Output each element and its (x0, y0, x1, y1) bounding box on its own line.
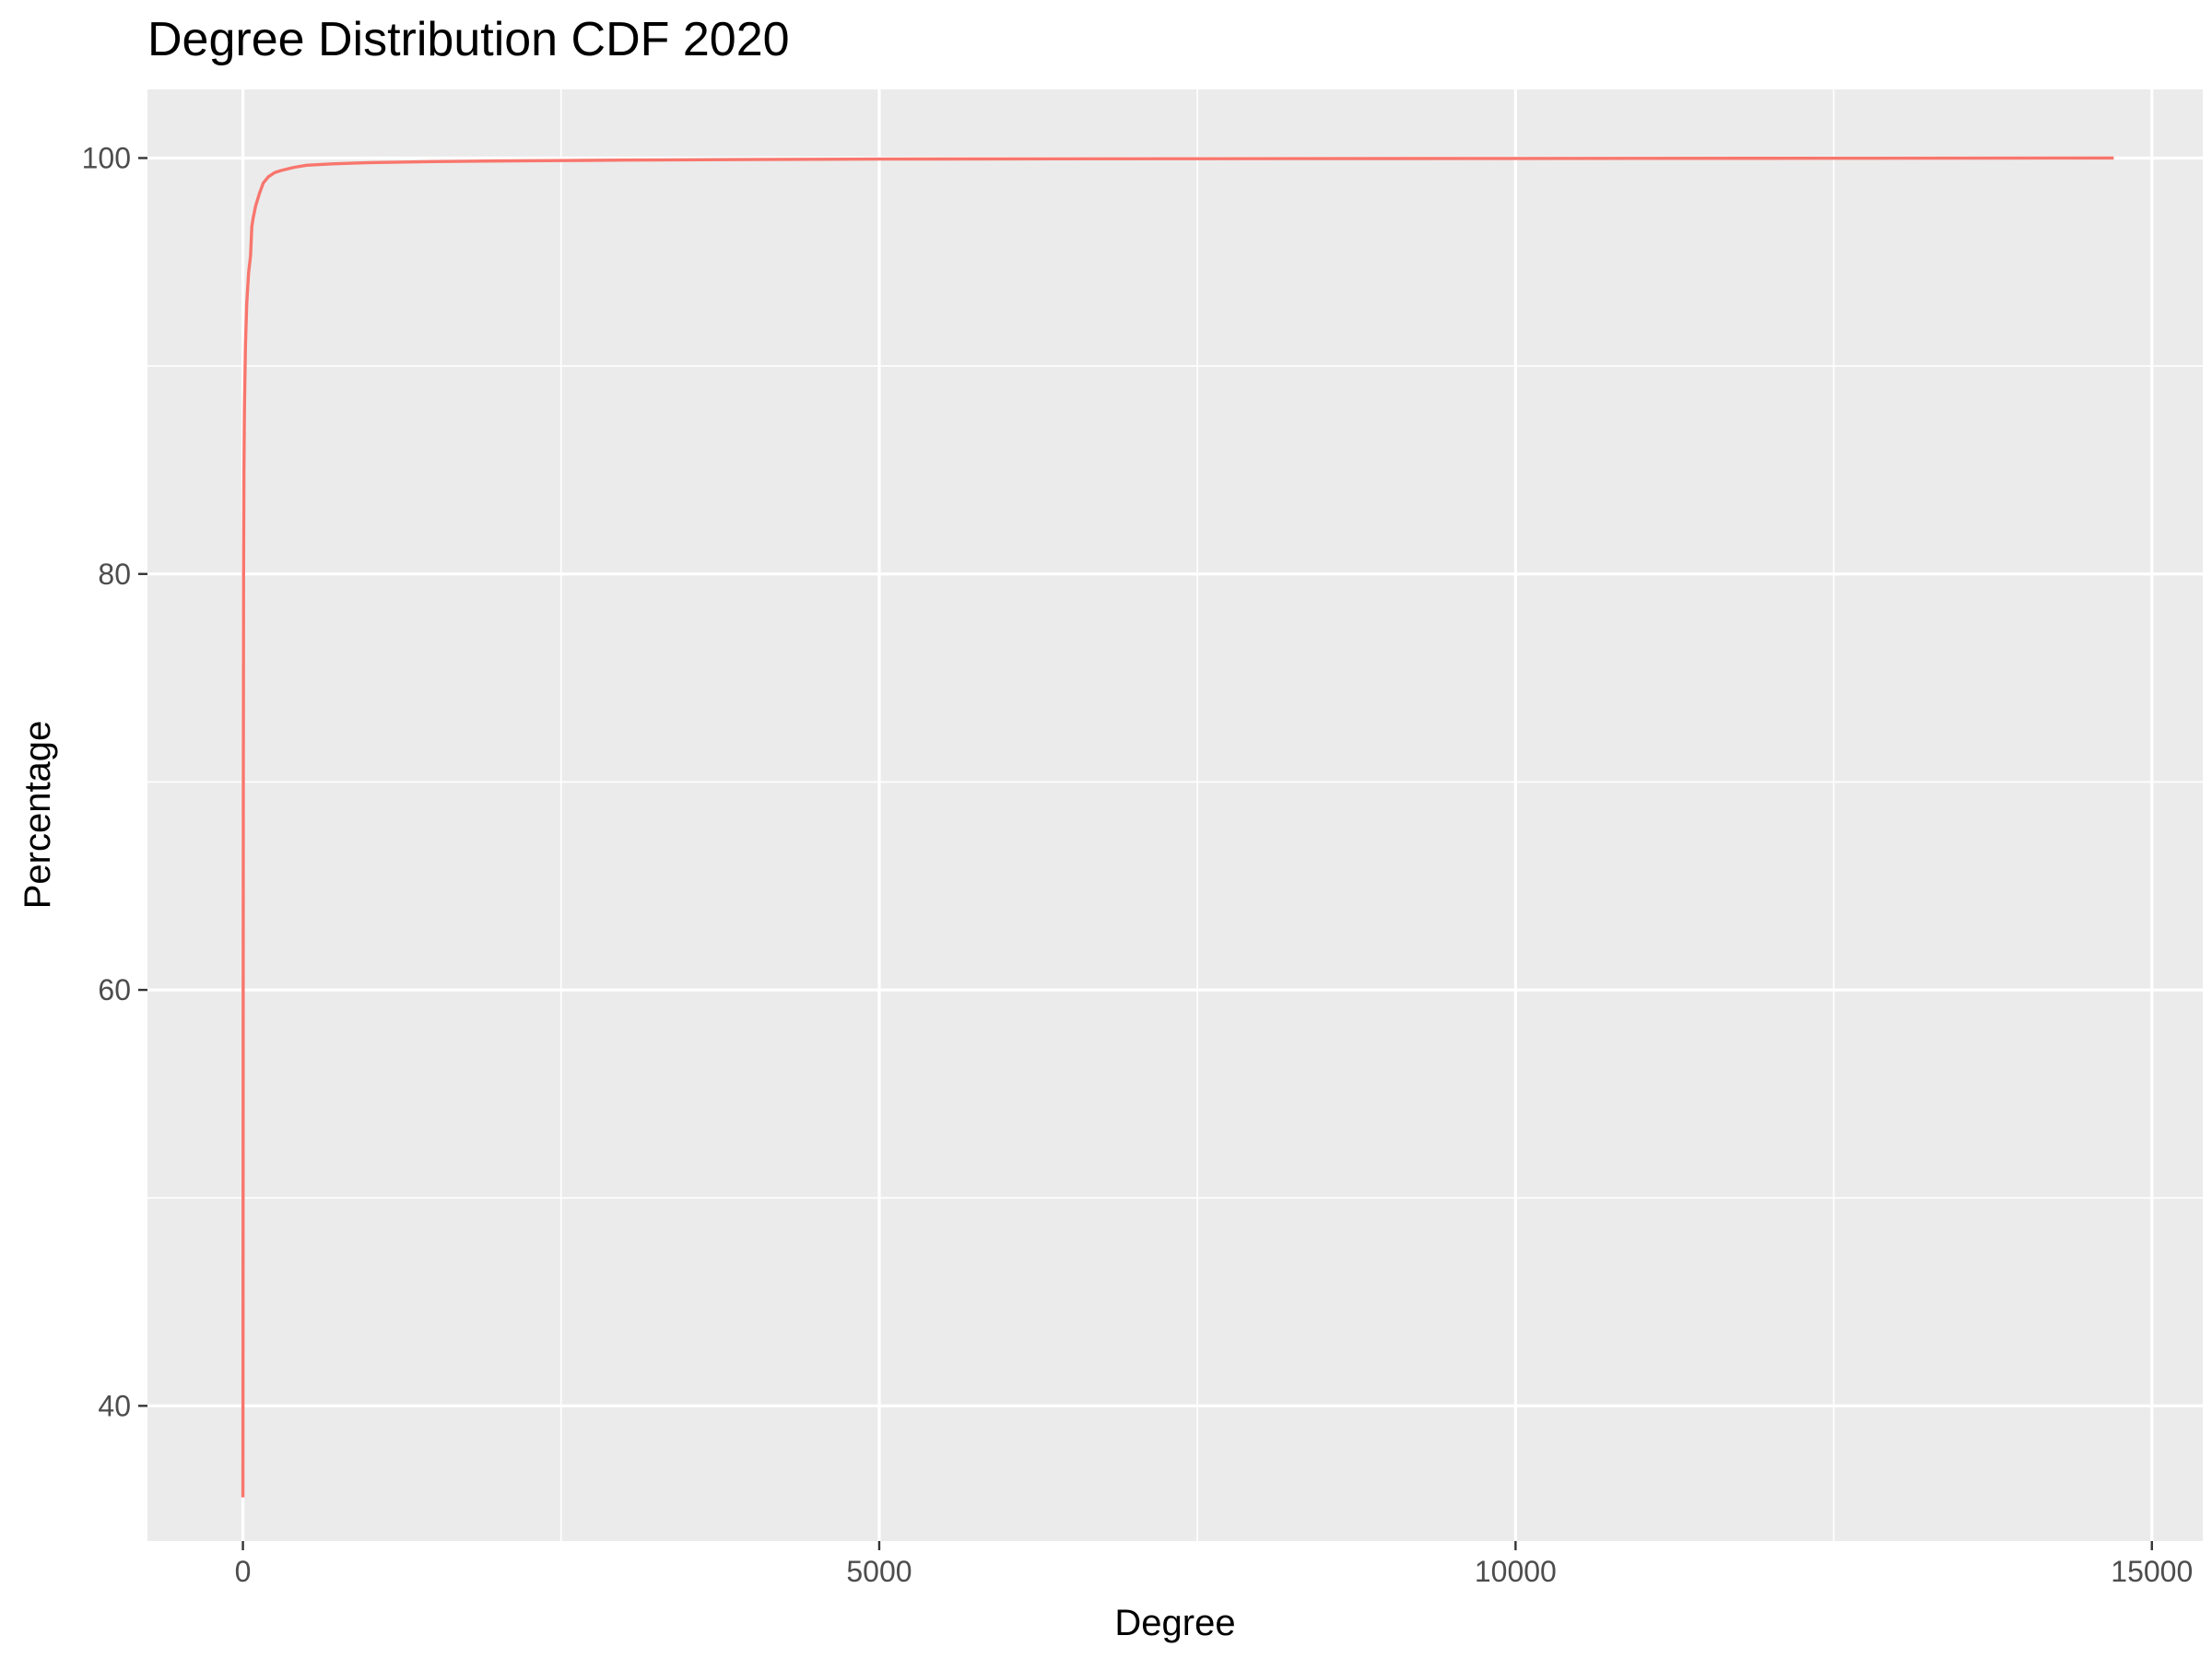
series-line-0 (241, 156, 2114, 1498)
y-axis-title: Percentage (18, 721, 58, 910)
chart-title: Degree Distribution CDF 2020 (147, 13, 790, 66)
y-tick-label: 100 (82, 141, 131, 174)
plot-panel (147, 89, 2203, 1541)
x-axis-title: Degree (1114, 1603, 1235, 1643)
x-axis: 0 5000 10000 15000 (235, 1541, 2193, 1588)
y-tick-label: 40 (98, 1389, 131, 1422)
x-tick-label: 5000 (846, 1555, 912, 1588)
y-tick-label: 80 (98, 558, 131, 591)
x-tick-label: 10000 (1475, 1555, 1557, 1588)
y-axis: 40 60 80 100 (82, 141, 147, 1422)
y-tick-label: 60 (98, 973, 131, 1006)
minor-gridlines (147, 89, 2203, 1541)
x-tick-label: 0 (235, 1555, 252, 1588)
series-layer (241, 156, 2114, 1498)
x-tick-label: 15000 (2111, 1555, 2193, 1588)
